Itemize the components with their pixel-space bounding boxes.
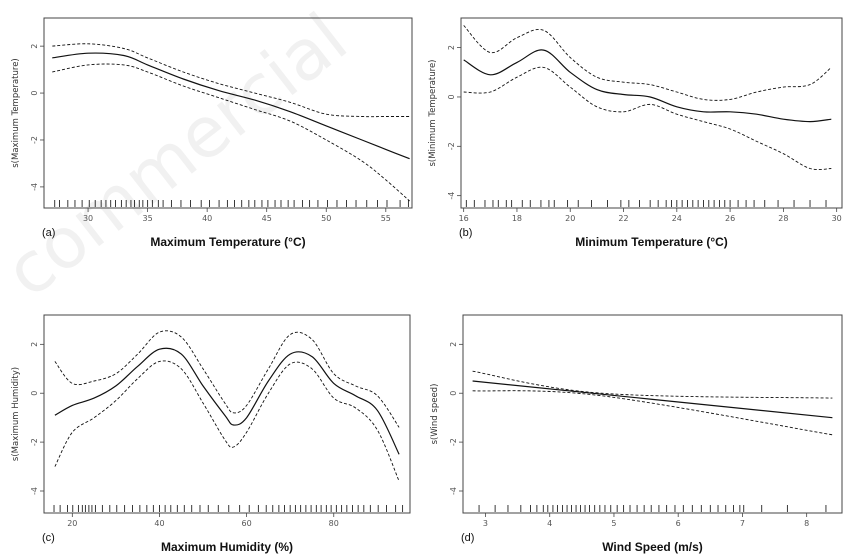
watermark-text: commercial xyxy=(0,0,362,313)
smooth-fit-line xyxy=(54,347,400,455)
x-tick-label: 45 xyxy=(262,214,272,223)
y-tick-label: 2 xyxy=(30,44,39,49)
y-tick-label: 0 xyxy=(30,391,39,396)
x-tick-label: 50 xyxy=(321,214,331,223)
x-tick-label: 7 xyxy=(740,519,745,528)
x-axis-title: Maximum Humidity (%) xyxy=(161,540,293,554)
panel-label: (d) xyxy=(461,532,474,544)
x-tick-label: 40 xyxy=(154,519,164,528)
confidence-band-lower xyxy=(52,63,410,202)
panel-label: (c) xyxy=(42,532,55,544)
plot-frame xyxy=(460,17,843,209)
x-axis-title: Minimum Temperature (°C) xyxy=(575,235,728,249)
plot-frame xyxy=(43,17,413,209)
y-tick-label: 2 xyxy=(447,45,456,50)
y-tick-label: -2 xyxy=(449,438,458,446)
y-axis-title: s(Minimum Temperature) xyxy=(428,60,438,167)
x-tick-label: 40 xyxy=(202,214,212,223)
smooth-fit-line xyxy=(463,49,832,123)
y-tick-label: -4 xyxy=(449,487,458,495)
chart-panel: 30 35 40 45 50 55 2 0 -2 -4 s(Maximum Temperature)… xyxy=(11,17,413,249)
confidence-band-upper xyxy=(52,43,410,118)
y-tick-label: -2 xyxy=(30,136,39,144)
x-tick-label: 80 xyxy=(329,519,339,528)
y-axis-title: s(Maximum Temperature) xyxy=(11,58,21,168)
x-tick-label: 30 xyxy=(83,214,93,223)
y-tick-label: 0 xyxy=(447,94,456,99)
y-tick-label: -2 xyxy=(30,438,39,446)
x-tick-label: 28 xyxy=(778,214,788,223)
confidence-band-upper xyxy=(463,25,832,101)
x-tick-label: 55 xyxy=(381,214,391,223)
x-tick-label: 5 xyxy=(611,519,616,528)
x-tick-label: 30 xyxy=(832,214,842,223)
x-tick-label: 18 xyxy=(512,214,522,223)
x-axis-title: Wind Speed (m/s) xyxy=(602,540,703,554)
x-tick-label: 35 xyxy=(143,214,153,223)
plot-frame xyxy=(43,314,411,514)
x-tick-label: 26 xyxy=(725,214,735,223)
plot-frame xyxy=(462,314,843,514)
y-axis-title: s(Maximum Humidity) xyxy=(11,367,21,461)
confidence-band-lower xyxy=(463,66,832,171)
x-tick-label: 20 xyxy=(565,214,575,223)
x-tick-label: 24 xyxy=(672,214,682,223)
x-tick-label: 8 xyxy=(804,519,809,528)
panel-label: (a) xyxy=(42,227,55,239)
x-tick-label: 16 xyxy=(459,214,469,223)
y-tick-label: 0 xyxy=(449,391,458,396)
y-tick-label: 2 xyxy=(30,342,39,347)
confidence-band-lower xyxy=(472,390,833,436)
y-tick-label: 0 xyxy=(30,91,39,96)
y-tick-label: 2 xyxy=(449,342,458,347)
smooth-fit-line xyxy=(472,380,833,419)
x-axis-title: Maximum Temperature (°C) xyxy=(150,235,305,249)
confidence-band-lower xyxy=(54,360,400,482)
y-tick-label: -4 xyxy=(30,183,39,191)
x-tick-label: 3 xyxy=(483,519,488,528)
y-tick-label: -4 xyxy=(447,192,456,200)
y-axis-title: s(Wind speed) xyxy=(430,384,440,445)
smooth-fit-line xyxy=(52,52,410,160)
chart-panel: 3 4 5 6 7 8 2 0 -2 -4 s(Wind speed) Wind Speed (m/s… xyxy=(430,314,843,554)
confidence-band-upper xyxy=(472,370,833,399)
y-tick-label: -2 xyxy=(447,142,456,150)
x-tick-label: 4 xyxy=(547,519,552,528)
panel-label: (b) xyxy=(459,227,472,239)
x-tick-label: 20 xyxy=(67,519,77,528)
x-tick-label: 60 xyxy=(242,519,252,528)
y-tick-label: -4 xyxy=(30,487,39,495)
confidence-band-upper xyxy=(54,330,400,428)
x-tick-label: 22 xyxy=(618,214,628,223)
x-tick-label: 6 xyxy=(676,519,681,528)
